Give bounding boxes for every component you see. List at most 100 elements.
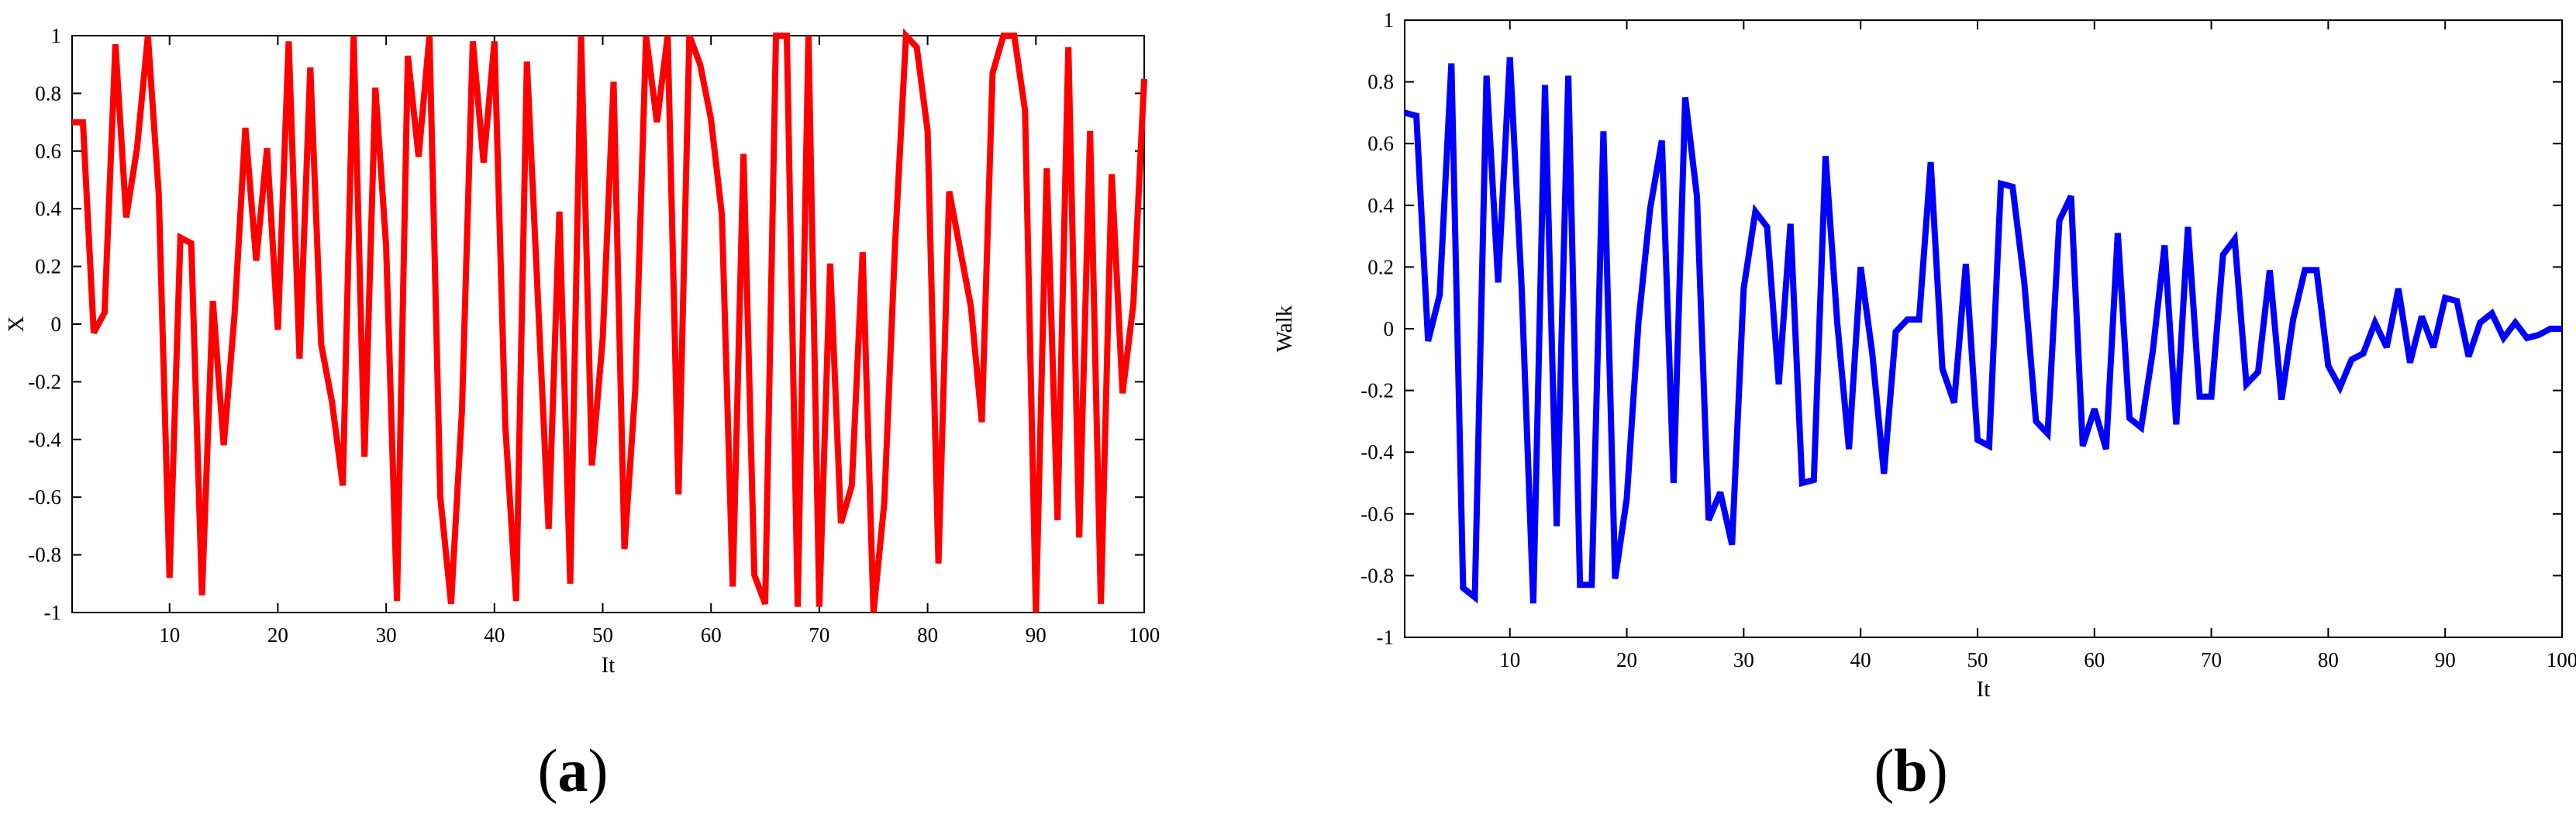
data-point (2479, 322, 2481, 323)
data-point (1427, 340, 1429, 342)
x-tick-label: 20 (1616, 648, 1637, 671)
y-tick-label: -0.2 (1360, 379, 1394, 402)
data-point (256, 260, 257, 261)
data-point (353, 35, 354, 36)
x-tick-label: 70 (2201, 648, 2222, 671)
data-point (688, 35, 690, 36)
data-point (634, 390, 636, 392)
data-point (2246, 384, 2247, 385)
x-tick-label: 30 (1733, 648, 1754, 671)
data-point (2152, 350, 2154, 351)
data-point (2047, 433, 2048, 434)
data-point (753, 575, 755, 576)
chart-panel-a: -1 -0.8 -0.6 -0.4 -0.2 0 0.2 0.4 0.6 0.8 1 10 20 30 40… (4, 24, 1160, 678)
data-point (1133, 303, 1134, 305)
y-tick-label: -0.2 (28, 370, 61, 393)
chart-panel-b: -1 -0.8 -0.6 -0.4 -0.2 0 0.2 0.4 0.6 0.8 1 10 20 30 40… (1272, 9, 2576, 702)
data-point (862, 251, 864, 253)
data-point (115, 43, 116, 45)
data-point (309, 67, 311, 68)
data-point (526, 61, 528, 63)
data-point (440, 496, 441, 498)
data-point (461, 410, 463, 412)
caption-a-letter: a (558, 737, 588, 804)
data-point (2374, 322, 2376, 323)
data-point (2538, 334, 2540, 336)
data-point (2082, 445, 2084, 447)
data-point (1533, 602, 1534, 604)
x-tick-label: 50 (592, 623, 613, 647)
data-point (1708, 519, 1709, 521)
data-point (938, 563, 940, 564)
data-point (223, 444, 225, 446)
x-tick-label: 80 (917, 623, 938, 647)
data-point (71, 122, 73, 123)
data-point (971, 306, 972, 308)
data-point (1860, 266, 1861, 267)
data-point (104, 312, 105, 313)
data-point (2269, 269, 2271, 271)
data-point (2257, 371, 2259, 373)
series-line (72, 28, 1147, 613)
data-point (1696, 195, 1698, 197)
data-point (494, 40, 495, 42)
data-point (1404, 112, 1405, 113)
data-point (1122, 392, 1123, 394)
data-point (602, 338, 604, 340)
x-tick-label: 10 (1499, 648, 1520, 671)
data-point (991, 72, 993, 74)
data-point (483, 162, 485, 164)
data-point (2409, 362, 2411, 364)
data-point (1802, 482, 1803, 484)
y-tick-label: -0.4 (1360, 440, 1394, 464)
data-point (202, 595, 203, 596)
data-point (1439, 294, 1440, 295)
data-point (581, 35, 582, 36)
data-point (472, 40, 474, 42)
data-point (2234, 239, 2236, 240)
data-point (1046, 167, 1047, 169)
data-point (548, 528, 550, 530)
y-tick-label: -0.6 (28, 485, 61, 509)
data-point (2140, 426, 2142, 428)
data-point (927, 130, 929, 132)
y-tick-label: -0.8 (1360, 564, 1394, 587)
data-point (1111, 174, 1112, 175)
data-point (2164, 245, 2165, 247)
data-point (884, 502, 885, 504)
x-tick-label: 80 (2318, 648, 2339, 671)
x-tick-label: 90 (1026, 623, 1047, 647)
data-point (656, 122, 657, 123)
data-point (1057, 519, 1058, 521)
data-point (1767, 226, 1768, 228)
x-tick-label: 10 (159, 623, 180, 647)
data-point (895, 243, 896, 244)
data-point (450, 603, 452, 605)
data-point (775, 35, 777, 36)
x-tick-label: 40 (484, 623, 505, 647)
data-point (2071, 195, 2072, 197)
data-point (1977, 439, 1978, 440)
data-point (1143, 78, 1145, 80)
data-point (678, 494, 679, 495)
data-point (267, 147, 268, 149)
data-point (1907, 319, 1909, 320)
data-point (808, 35, 809, 36)
caption-a: (a) (538, 737, 609, 804)
y-tick-label: -1 (44, 601, 62, 624)
data-point (1626, 498, 1628, 499)
data-point (82, 122, 84, 123)
data-point (136, 147, 138, 149)
data-point (2467, 356, 2469, 357)
data-point (2129, 417, 2130, 419)
data-point (2199, 396, 2201, 398)
data-point (2105, 448, 2107, 450)
x-tick-label: 100 (2547, 648, 2576, 671)
data-point (873, 612, 874, 613)
data-point (2421, 316, 2423, 317)
y-tick-label: 0 (1384, 317, 1395, 340)
data-point (1836, 322, 1838, 323)
data-point (840, 523, 842, 524)
data-point (1650, 208, 1651, 209)
data-point (1778, 384, 1780, 385)
